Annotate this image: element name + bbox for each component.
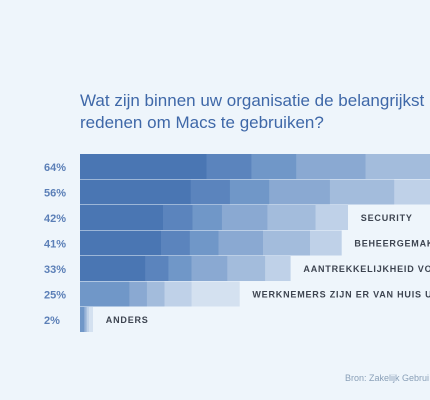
category-label: BEHEERGEMAK: [354, 239, 430, 249]
bar: [80, 179, 430, 205]
bar: [80, 307, 93, 332]
category-label: WERKNEMERS ZIJN ER VAN HUIS UIT AAN: [252, 290, 430, 300]
category-label: AANTREKKELIJKHEID VOOR TALEN: [303, 264, 430, 274]
category-label: SECURITY: [361, 213, 413, 223]
value-label: 33%: [44, 264, 66, 276]
bar: [80, 154, 430, 179]
value-label: 42%: [44, 213, 66, 225]
chart-title-line-1: Wat zijn binnen uw organisatie de belang…: [80, 91, 425, 110]
value-label: 2%: [44, 315, 60, 327]
category-label: ANDERS: [106, 315, 149, 325]
value-label: 56%: [44, 188, 66, 200]
chart-title-line-2: redenen om Macs te gebruiken?: [80, 113, 324, 132]
bar: [80, 205, 348, 230]
value-label: 41%: [44, 239, 66, 251]
bar: [80, 230, 342, 256]
value-label: 64%: [44, 162, 66, 174]
source-note: Bron: Zakelijk Gebrui: [345, 373, 430, 383]
bar: [80, 281, 240, 307]
chart-title: Wat zijn binnen uw organisatie de belang…: [80, 90, 430, 134]
value-label: 25%: [44, 290, 66, 302]
bar: [80, 256, 291, 281]
